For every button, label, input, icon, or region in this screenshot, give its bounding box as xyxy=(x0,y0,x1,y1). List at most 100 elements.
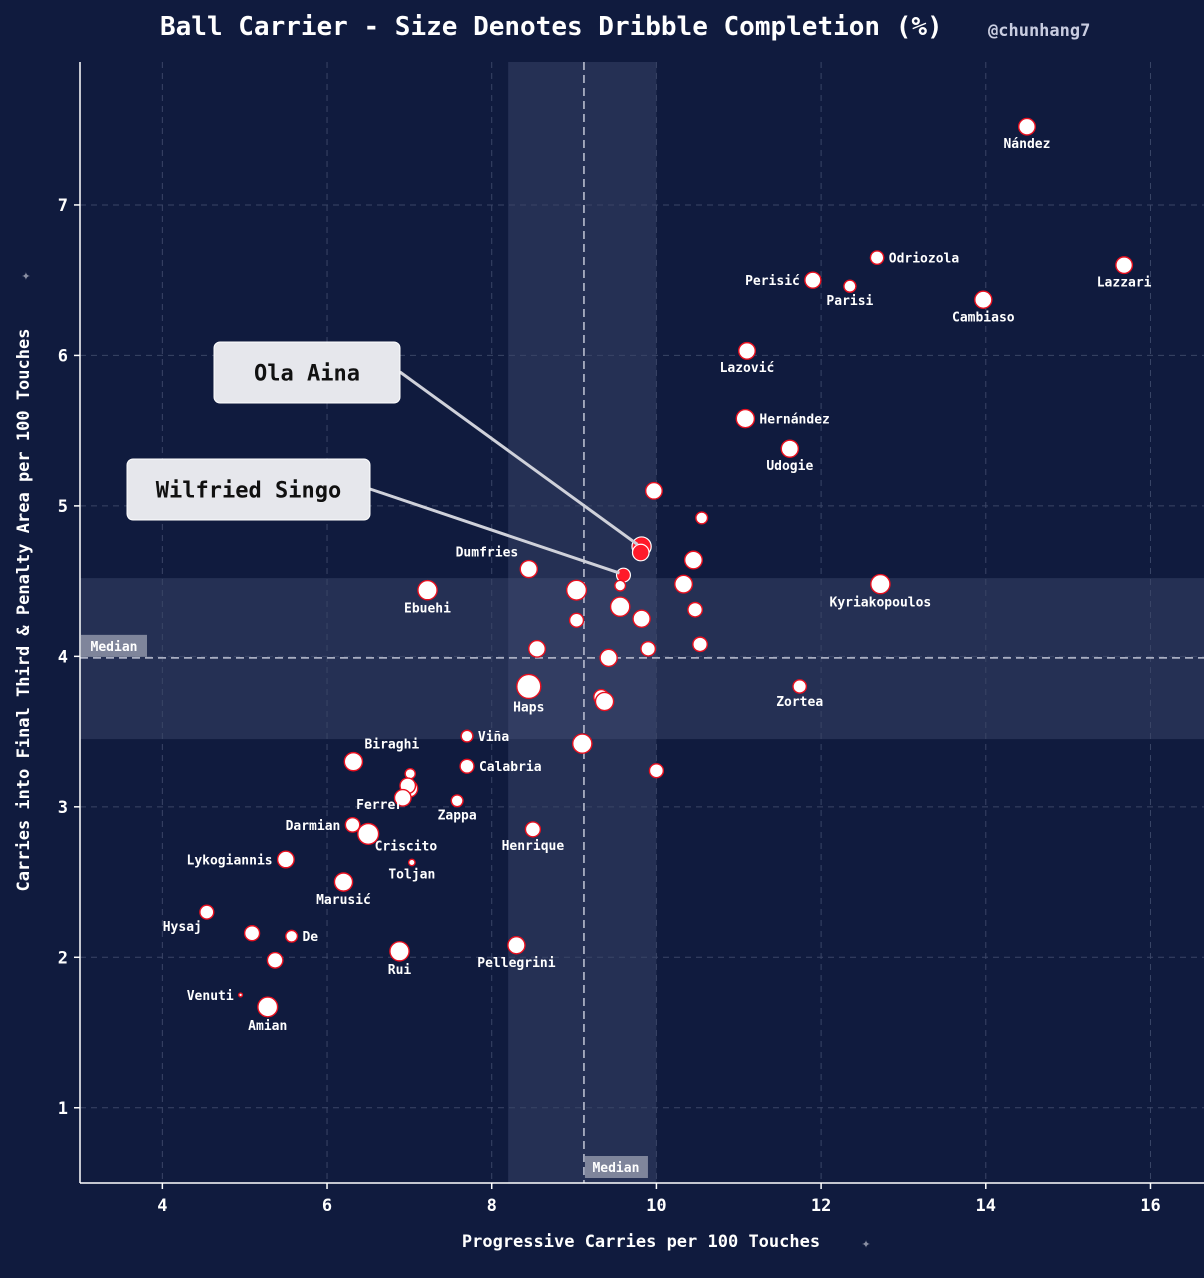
data-point xyxy=(632,609,651,628)
x-tick-label: 8 xyxy=(487,1196,497,1216)
point-label: Ebuehi xyxy=(404,602,451,617)
y-tick-label: 7 xyxy=(58,196,68,216)
data-point xyxy=(1115,256,1134,275)
data-point xyxy=(407,858,416,867)
x-tick-label: 14 xyxy=(976,1196,996,1216)
data-point xyxy=(524,821,542,838)
callout-box xyxy=(126,458,371,521)
point-label: Toljan xyxy=(388,868,435,883)
point-label: Rui xyxy=(388,963,412,978)
point-label: Parisi xyxy=(826,294,873,309)
point-label: Lazzari xyxy=(1097,275,1152,290)
data-point xyxy=(869,250,885,265)
data-point xyxy=(519,559,539,579)
data-point xyxy=(285,929,299,943)
y-axis-title-text: Carries into Final Third & Penalty Area … xyxy=(14,329,34,892)
callout-text: Wilfried Singo xyxy=(156,479,341,504)
callout-leader-line xyxy=(369,487,620,575)
data-point xyxy=(614,579,627,592)
data-point xyxy=(276,850,295,869)
point-label: Zappa xyxy=(438,809,477,824)
point-label: Lazović xyxy=(720,361,775,376)
data-point-highlight xyxy=(631,543,650,562)
data-point xyxy=(507,936,526,955)
data-point xyxy=(640,640,657,657)
chart-title: Ball Carrier - Size Denotes Dribble Comp… xyxy=(160,12,1090,42)
data-point xyxy=(594,691,615,712)
callouts: Ola Aina Wilfried Singo xyxy=(126,341,639,575)
median-label-y-text: Median xyxy=(91,640,138,655)
callout-wilfried-singo: Wilfried Singo xyxy=(126,458,620,575)
data-point xyxy=(674,574,694,594)
y-tick-label: 4 xyxy=(58,647,68,667)
data-point xyxy=(516,673,542,700)
data-point xyxy=(344,816,361,833)
chart-title-text: Ball Carrier - Size Denotes Dribble Comp… xyxy=(160,12,943,42)
y-tick-label: 6 xyxy=(58,346,68,366)
point-label: Nández xyxy=(1003,137,1050,152)
callout-box xyxy=(213,341,401,404)
data-point xyxy=(695,511,709,525)
data-point xyxy=(738,341,756,360)
callout-leader-line xyxy=(399,370,639,546)
x-tick-label: 12 xyxy=(811,1196,831,1216)
x-tick-label: 6 xyxy=(322,1196,332,1216)
data-point xyxy=(870,573,891,595)
data-point xyxy=(683,550,703,570)
data-point xyxy=(792,679,808,694)
y-axis-title: Carries into Final Third & Penalty Area … xyxy=(14,271,34,891)
data-point xyxy=(687,601,704,618)
point-label: Ferrer xyxy=(356,798,403,813)
data-point xyxy=(565,579,588,601)
y-tick-label: 3 xyxy=(58,798,68,818)
point-label: Zortea xyxy=(776,695,823,710)
data-point xyxy=(243,925,261,942)
x-tick-label: 10 xyxy=(646,1196,666,1216)
data-point xyxy=(609,596,631,618)
data-point xyxy=(389,940,410,962)
point-label: Darmian xyxy=(286,819,341,834)
data-point xyxy=(568,612,585,628)
point-label: Marusić xyxy=(316,893,371,908)
median-label-x-text: Median xyxy=(592,1161,639,1176)
point-label: Calabria xyxy=(479,760,542,775)
point-label: Cambiaso xyxy=(952,310,1015,325)
data-point xyxy=(199,904,215,920)
data-point xyxy=(393,788,412,807)
data-point xyxy=(974,290,993,309)
data-point xyxy=(266,951,284,969)
data-point xyxy=(644,481,663,500)
median-label-y-box xyxy=(81,634,147,657)
point-label: De xyxy=(302,930,318,945)
callout-text: Ola Aina xyxy=(254,362,360,387)
y-tick-label: 1 xyxy=(58,1099,68,1119)
x-tick-label: 4 xyxy=(157,1196,167,1216)
data-point xyxy=(528,639,546,658)
y-tick-label: 2 xyxy=(58,948,68,968)
data-points xyxy=(199,117,1134,1018)
axes xyxy=(79,62,1204,1184)
point-label: Venuti xyxy=(187,989,234,1004)
point-labels: Nández Odriozola Perisić Parisi Lazzari Cambi… xyxy=(163,137,1152,1034)
data-point xyxy=(459,758,475,774)
point-label: Criscito xyxy=(375,839,438,854)
data-point xyxy=(780,439,800,458)
data-point xyxy=(257,996,279,1018)
point-label: Haps xyxy=(513,700,544,715)
data-point xyxy=(572,733,593,754)
data-point xyxy=(599,648,618,668)
data-point xyxy=(343,751,364,772)
point-label: Henrique xyxy=(502,839,565,854)
author-handle: @chunhang7 xyxy=(988,21,1090,41)
point-label: Viña xyxy=(478,730,509,745)
data-point xyxy=(460,729,474,743)
y-tick-label: 5 xyxy=(58,497,68,517)
data-point xyxy=(692,636,708,653)
point-label: Hysaj xyxy=(163,920,202,935)
pin-icon: ✦ xyxy=(861,1234,870,1252)
median-label-y: Median xyxy=(81,634,147,657)
data-point xyxy=(648,763,665,779)
data-point xyxy=(1017,117,1036,136)
